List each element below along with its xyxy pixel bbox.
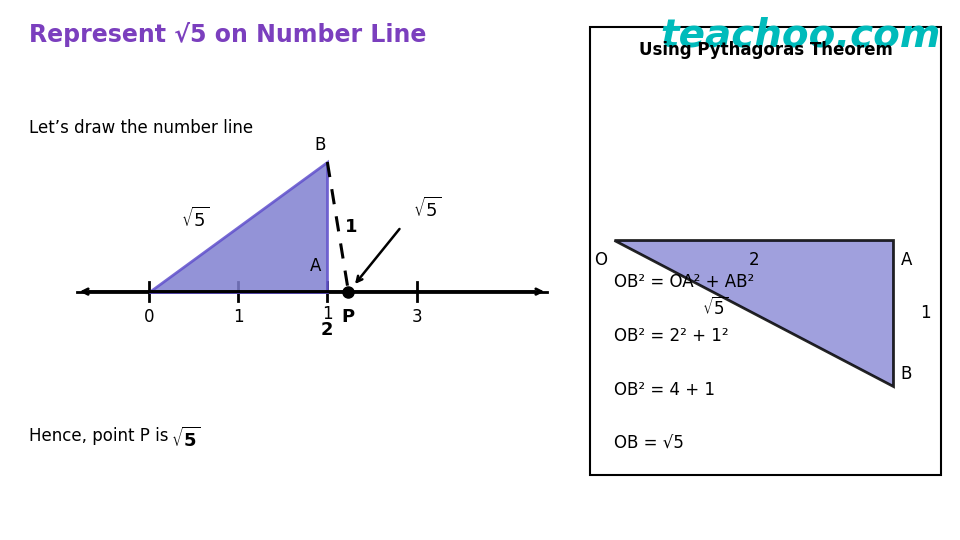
Text: OB = √5: OB = √5 xyxy=(614,435,684,453)
Text: A: A xyxy=(900,251,912,269)
Text: B: B xyxy=(314,136,325,154)
Text: 3: 3 xyxy=(411,308,422,326)
Polygon shape xyxy=(149,162,327,292)
Text: 1: 1 xyxy=(345,218,357,236)
Text: 1: 1 xyxy=(920,304,930,322)
Text: A: A xyxy=(310,258,322,275)
Text: Represent √5 on Number Line: Represent √5 on Number Line xyxy=(29,22,426,46)
Polygon shape xyxy=(614,240,893,386)
Text: $\sqrt{5}$: $\sqrt{5}$ xyxy=(702,297,729,319)
Text: Using Pythagoras Theorem: Using Pythagoras Theorem xyxy=(638,40,893,58)
Text: Hence, point P is: Hence, point P is xyxy=(29,427,174,444)
Text: 2: 2 xyxy=(748,251,759,269)
Text: OB² = 4 + 1: OB² = 4 + 1 xyxy=(614,381,715,399)
Text: 2: 2 xyxy=(321,321,334,339)
Text: OB² = OA² + AB²: OB² = OA² + AB² xyxy=(614,273,755,291)
Text: O: O xyxy=(593,251,607,269)
Text: 1: 1 xyxy=(232,308,244,326)
Text: OB² = 2² + 1²: OB² = 2² + 1² xyxy=(614,327,729,345)
Text: teachoo.com: teachoo.com xyxy=(660,16,941,54)
Text: $\sqrt{5}$: $\sqrt{5}$ xyxy=(413,197,442,221)
Text: 0: 0 xyxy=(144,308,154,326)
Text: P: P xyxy=(342,308,355,326)
Bar xyxy=(590,27,941,475)
Text: Let’s draw the number line: Let’s draw the number line xyxy=(29,119,252,137)
Text: $\sqrt{\mathbf{5}}$: $\sqrt{\mathbf{5}}$ xyxy=(171,427,201,451)
Text: B: B xyxy=(900,366,912,383)
Text: 1: 1 xyxy=(322,305,333,323)
Text: $\sqrt{5}$: $\sqrt{5}$ xyxy=(180,207,209,231)
